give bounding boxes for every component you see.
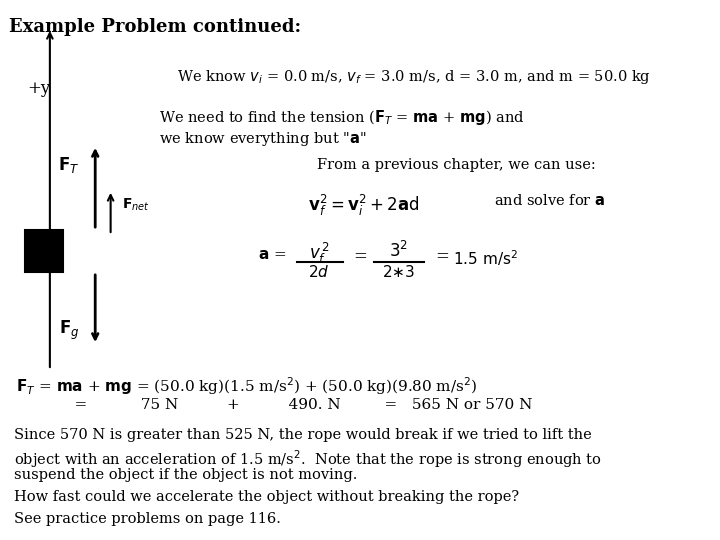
Text: $v_f^{\,2}$: $v_f^{\,2}$ — [309, 241, 330, 266]
Text: suspend the object if the object is not moving.: suspend the object if the object is not … — [14, 468, 357, 482]
Text: we know everything but "$\mathbf{a}$": we know everything but "$\mathbf{a}$" — [158, 130, 366, 148]
Text: See practice problems on page 116.: See practice problems on page 116. — [14, 512, 281, 526]
Text: $2d$: $2d$ — [308, 264, 330, 280]
Text: $\mathbf{a}$ =: $\mathbf{a}$ = — [258, 248, 287, 262]
Text: Since 570 N is greater than 525 N, the rope would break if we tried to lift the: Since 570 N is greater than 525 N, the r… — [14, 428, 591, 442]
Text: $\mathbf{F}_T$: $\mathbf{F}_T$ — [58, 155, 80, 175]
FancyBboxPatch shape — [25, 230, 63, 272]
Text: object with an acceleration of 1.5 m/s$^2$.  Note that the rope is strong enough: object with an acceleration of 1.5 m/s$^… — [14, 448, 601, 470]
Text: =: = — [354, 248, 367, 265]
Text: We know $v_i$ = 0.0 m/s, $v_f$ = 3.0 m/s, d = 3.0 m, and m = 50.0 kg: We know $v_i$ = 0.0 m/s, $v_f$ = 3.0 m/s… — [177, 68, 651, 86]
Text: and solve for $\mathbf{a}$: and solve for $\mathbf{a}$ — [494, 193, 606, 208]
Text: $\mathbf{F}_T$ = $\mathbf{m}\mathbf{a}$ + $\mathbf{m}\mathbf{g}$ = (50.0 kg)(1.5: $\mathbf{F}_T$ = $\mathbf{m}\mathbf{a}$ … — [17, 375, 478, 397]
Text: =           75 N          +          490. N         =   565 N or 570 N: = 75 N + 490. N = 565 N or 570 N — [17, 398, 533, 412]
Text: +y: +y — [27, 80, 50, 97]
Text: =: = — [436, 248, 449, 265]
Text: How fast could we accelerate the object without breaking the rope?: How fast could we accelerate the object … — [14, 490, 518, 504]
Text: $2{\ast}3$: $2{\ast}3$ — [382, 264, 415, 280]
Text: $1.5\ \mathrm{m/s}^2$: $1.5\ \mathrm{m/s}^2$ — [454, 248, 518, 268]
Text: From a previous chapter, we can use:: From a previous chapter, we can use: — [318, 158, 596, 172]
Text: $3^2$: $3^2$ — [390, 241, 408, 261]
Text: Example Problem continued:: Example Problem continued: — [9, 18, 301, 36]
Text: $\mathbf{F}_g$: $\mathbf{F}_g$ — [59, 319, 80, 342]
Text: We need to find the tension ($\mathbf{F}_T$ = $\mathbf{m}\mathbf{a}$ + $\mathbf{: We need to find the tension ($\mathbf{F}… — [158, 108, 524, 127]
Text: $\mathbf{v}_f^2 = \mathbf{v}_i^2 + 2\mathbf{a}\mathrm{d}$: $\mathbf{v}_f^2 = \mathbf{v}_i^2 + 2\mat… — [308, 193, 420, 218]
Text: $\mathbf{F}_{net}$: $\mathbf{F}_{net}$ — [122, 197, 150, 213]
